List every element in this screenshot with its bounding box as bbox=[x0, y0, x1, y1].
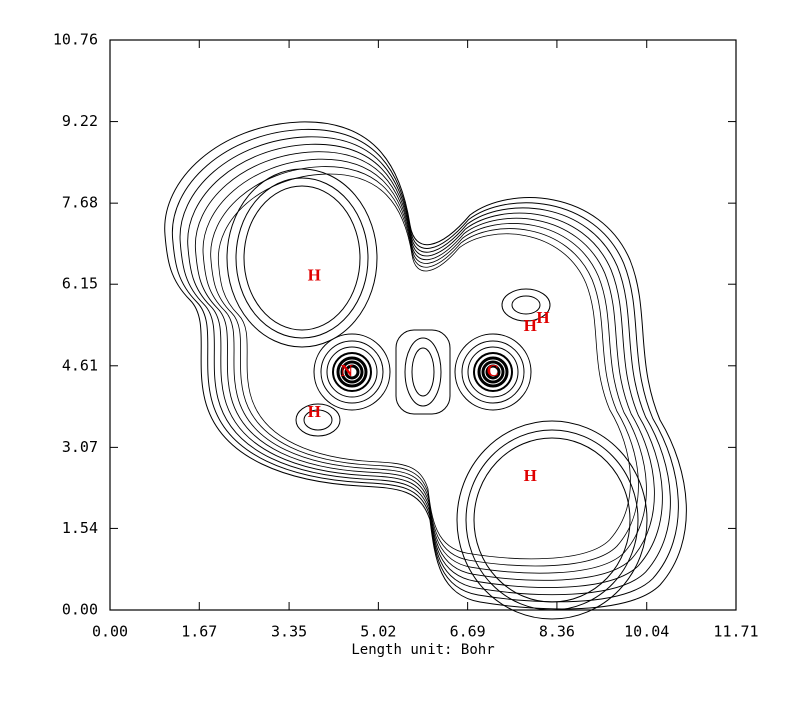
y-tick-label: 1.54 bbox=[62, 519, 98, 537]
x-tick-label: 10.04 bbox=[624, 623, 669, 641]
atom-label: H bbox=[524, 316, 537, 335]
atom-label: H bbox=[308, 402, 321, 421]
x-tick-label: 6.69 bbox=[450, 623, 486, 641]
y-tick-label: 3.07 bbox=[62, 438, 98, 456]
y-tick-label: 4.61 bbox=[62, 356, 98, 374]
y-tick-label: 6.15 bbox=[62, 275, 98, 293]
y-tick-label: 10.76 bbox=[53, 31, 98, 49]
x-tick-label: 5.02 bbox=[360, 623, 396, 641]
x-tick-label: 0.00 bbox=[92, 623, 128, 641]
x-tick-label: 3.35 bbox=[271, 623, 307, 641]
atom-label: N bbox=[341, 361, 354, 380]
atom-label: H bbox=[524, 466, 537, 485]
x-tick-label: 8.36 bbox=[539, 623, 575, 641]
x-tick-label: 11.71 bbox=[713, 623, 758, 641]
atom-label: H bbox=[536, 308, 549, 327]
y-tick-label: 0.00 bbox=[62, 601, 98, 619]
y-tick-label: 9.22 bbox=[62, 112, 98, 130]
contour-lines bbox=[164, 121, 687, 620]
y-tick-label: 7.68 bbox=[62, 194, 98, 212]
x-axis-label: Length unit: Bohr bbox=[351, 642, 494, 658]
atom-label: H bbox=[308, 266, 321, 285]
atom-label: C bbox=[487, 361, 499, 380]
x-tick-label: 1.67 bbox=[181, 623, 217, 641]
plot-frame bbox=[109, 39, 737, 611]
